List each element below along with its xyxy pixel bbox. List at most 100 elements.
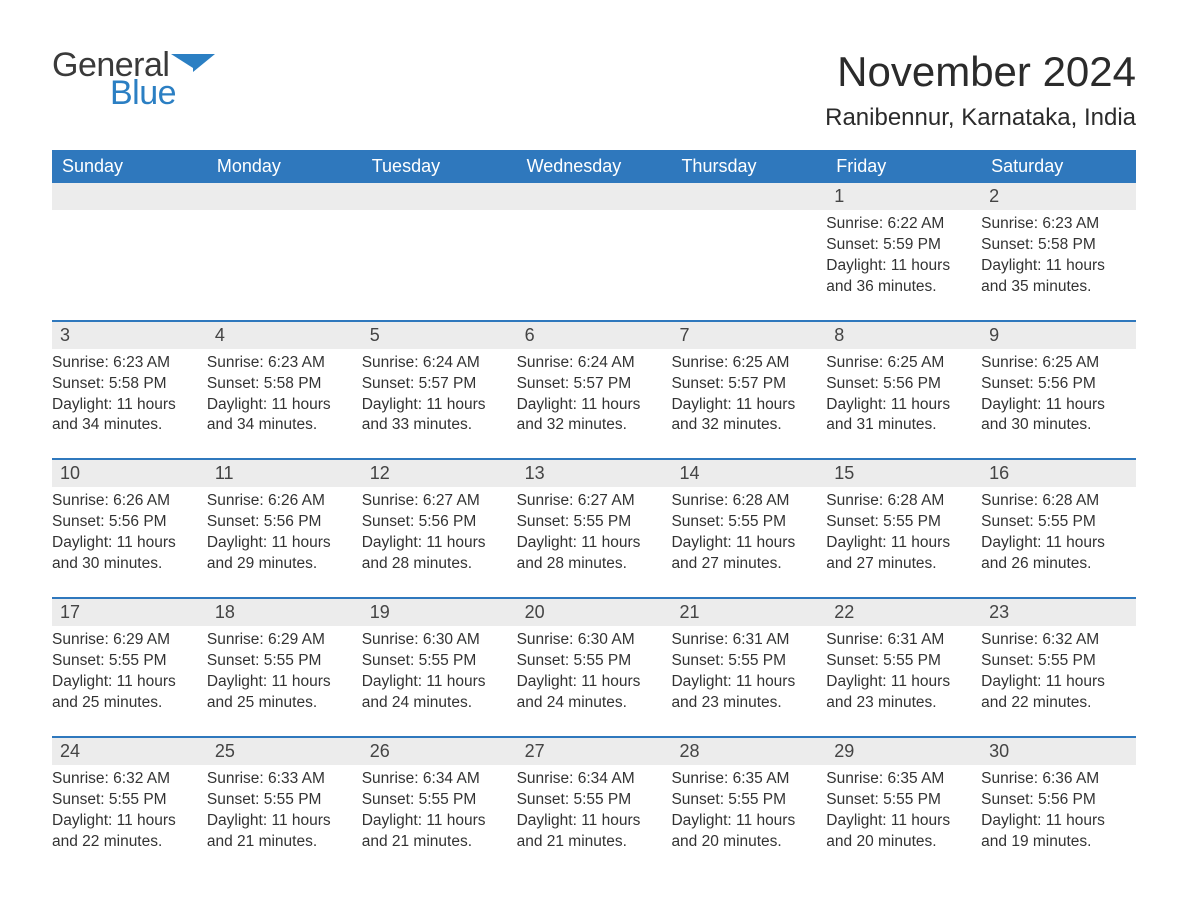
- day-number: 22: [826, 599, 981, 626]
- sunset-text: Sunset: 5:55 PM: [362, 651, 509, 672]
- day-cell: 27Sunrise: 6:34 AMSunset: 5:55 PMDayligh…: [517, 738, 672, 861]
- day-details: Sunrise: 6:31 AMSunset: 5:55 PMDaylight:…: [671, 626, 826, 722]
- sunrise-text: Sunrise: 6:32 AM: [52, 769, 199, 790]
- day-details: Sunrise: 6:29 AMSunset: 5:55 PMDaylight:…: [52, 626, 207, 722]
- sunrise-text: Sunrise: 6:25 AM: [981, 353, 1128, 374]
- daylight-text: Daylight: 11 hours and 19 minutes.: [981, 811, 1128, 853]
- day-number: 29: [826, 738, 981, 765]
- page-header: General Blue November 2024 Ranibennur, K…: [52, 48, 1136, 132]
- sunset-text: Sunset: 5:55 PM: [826, 512, 973, 533]
- day-number: 30: [981, 738, 1136, 765]
- logo: General Blue: [52, 48, 215, 110]
- sunset-text: Sunset: 5:59 PM: [826, 235, 973, 256]
- sunrise-text: Sunrise: 6:35 AM: [671, 769, 818, 790]
- sunrise-text: Sunrise: 6:23 AM: [207, 353, 354, 374]
- sunset-text: Sunset: 5:58 PM: [207, 374, 354, 395]
- weekday-header: Monday: [207, 150, 362, 183]
- day-number: 12: [362, 460, 517, 487]
- sunrise-text: Sunrise: 6:32 AM: [981, 630, 1128, 651]
- day-cell: 15Sunrise: 6:28 AMSunset: 5:55 PMDayligh…: [826, 460, 981, 583]
- day-number: 21: [671, 599, 826, 626]
- week-row: 3Sunrise: 6:23 AMSunset: 5:58 PMDaylight…: [52, 320, 1136, 445]
- week-row: 17Sunrise: 6:29 AMSunset: 5:55 PMDayligh…: [52, 597, 1136, 722]
- day-details: Sunrise: 6:25 AMSunset: 5:56 PMDaylight:…: [981, 349, 1136, 445]
- daylight-text: Daylight: 11 hours and 34 minutes.: [52, 395, 199, 437]
- day-details: Sunrise: 6:32 AMSunset: 5:55 PMDaylight:…: [52, 765, 207, 861]
- sunrise-text: Sunrise: 6:33 AM: [207, 769, 354, 790]
- daylight-text: Daylight: 11 hours and 27 minutes.: [671, 533, 818, 575]
- daylight-text: Daylight: 11 hours and 24 minutes.: [362, 672, 509, 714]
- sunset-text: Sunset: 5:55 PM: [52, 790, 199, 811]
- day-details: Sunrise: 6:25 AMSunset: 5:56 PMDaylight:…: [826, 349, 981, 445]
- day-details: Sunrise: 6:32 AMSunset: 5:55 PMDaylight:…: [981, 626, 1136, 722]
- day-number: 28: [671, 738, 826, 765]
- day-cell: 3Sunrise: 6:23 AMSunset: 5:58 PMDaylight…: [52, 322, 207, 445]
- day-details: Sunrise: 6:31 AMSunset: 5:55 PMDaylight:…: [826, 626, 981, 722]
- calendar: SundayMondayTuesdayWednesdayThursdayFrid…: [52, 150, 1136, 860]
- sunrise-text: Sunrise: 6:25 AM: [671, 353, 818, 374]
- daylight-text: Daylight: 11 hours and 24 minutes.: [517, 672, 664, 714]
- sunrise-text: Sunrise: 6:29 AM: [52, 630, 199, 651]
- day-number: 13: [517, 460, 672, 487]
- day-details: Sunrise: 6:28 AMSunset: 5:55 PMDaylight:…: [981, 487, 1136, 583]
- day-cell: 2Sunrise: 6:23 AMSunset: 5:58 PMDaylight…: [981, 183, 1136, 306]
- day-number: 15: [826, 460, 981, 487]
- day-number: 23: [981, 599, 1136, 626]
- day-number: 4: [207, 322, 362, 349]
- day-number: 5: [362, 322, 517, 349]
- daylight-text: Daylight: 11 hours and 28 minutes.: [517, 533, 664, 575]
- day-number: 7: [671, 322, 826, 349]
- sunset-text: Sunset: 5:55 PM: [981, 651, 1128, 672]
- sunset-text: Sunset: 5:55 PM: [517, 512, 664, 533]
- day-cell: 6Sunrise: 6:24 AMSunset: 5:57 PMDaylight…: [517, 322, 672, 445]
- sunrise-text: Sunrise: 6:24 AM: [362, 353, 509, 374]
- day-number: [671, 183, 826, 210]
- day-number: 2: [981, 183, 1136, 210]
- daylight-text: Daylight: 11 hours and 21 minutes.: [362, 811, 509, 853]
- day-cell: 23Sunrise: 6:32 AMSunset: 5:55 PMDayligh…: [981, 599, 1136, 722]
- day-cell: 4 Sunrise: 6:23 AMSunset: 5:58 PMDaylight…: [207, 322, 362, 445]
- daylight-text: Daylight: 11 hours and 20 minutes.: [826, 811, 973, 853]
- day-details: Sunrise: 6:26 AMSunset: 5:56 PMDaylight:…: [207, 487, 362, 583]
- daylight-text: Daylight: 11 hours and 31 minutes.: [826, 395, 973, 437]
- daylight-text: Daylight: 11 hours and 36 minutes.: [826, 256, 973, 298]
- day-details: Sunrise: 6:34 AMSunset: 5:55 PMDaylight:…: [362, 765, 517, 861]
- day-number: 27: [517, 738, 672, 765]
- day-number: 17: [52, 599, 207, 626]
- day-cell: 9Sunrise: 6:25 AMSunset: 5:56 PMDaylight…: [981, 322, 1136, 445]
- sunrise-text: Sunrise: 6:35 AM: [826, 769, 973, 790]
- day-details: Sunrise: 6:29 AMSunset: 5:55 PMDaylight:…: [207, 626, 362, 722]
- day-number: 1: [826, 183, 981, 210]
- daylight-text: Daylight: 11 hours and 21 minutes.: [517, 811, 664, 853]
- sunrise-text: Sunrise: 6:27 AM: [362, 491, 509, 512]
- sunset-text: Sunset: 5:55 PM: [52, 651, 199, 672]
- week-row: 24Sunrise: 6:32 AMSunset: 5:55 PMDayligh…: [52, 736, 1136, 861]
- daylight-text: Daylight: 11 hours and 30 minutes.: [52, 533, 199, 575]
- day-number: 3: [52, 322, 207, 349]
- sunrise-text: Sunrise: 6:25 AM: [826, 353, 973, 374]
- sunrise-text: Sunrise: 6:28 AM: [671, 491, 818, 512]
- day-number: 9: [981, 322, 1136, 349]
- sunset-text: Sunset: 5:56 PM: [981, 790, 1128, 811]
- daylight-text: Daylight: 11 hours and 25 minutes.: [207, 672, 354, 714]
- sunrise-text: Sunrise: 6:24 AM: [517, 353, 664, 374]
- sunset-text: Sunset: 5:58 PM: [52, 374, 199, 395]
- sunset-text: Sunset: 5:55 PM: [981, 512, 1128, 533]
- empty-cell: [52, 183, 207, 306]
- day-cell: 5Sunrise: 6:24 AMSunset: 5:57 PMDaylight…: [362, 322, 517, 445]
- day-details: Sunrise: 6:28 AMSunset: 5:55 PMDaylight:…: [826, 487, 981, 583]
- logo-text-blue: Blue: [110, 76, 215, 110]
- empty-cell: [207, 183, 362, 306]
- sunrise-text: Sunrise: 6:23 AM: [981, 214, 1128, 235]
- sunrise-text: Sunrise: 6:22 AM: [826, 214, 973, 235]
- day-number: 18: [207, 599, 362, 626]
- day-details: Sunrise: 6:30 AMSunset: 5:55 PMDaylight:…: [362, 626, 517, 722]
- day-cell: 13Sunrise: 6:27 AMSunset: 5:55 PMDayligh…: [517, 460, 672, 583]
- daylight-text: Daylight: 11 hours and 34 minutes.: [207, 395, 354, 437]
- day-number: 24: [52, 738, 207, 765]
- sunset-text: Sunset: 5:55 PM: [671, 790, 818, 811]
- day-cell: 18Sunrise: 6:29 AMSunset: 5:55 PMDayligh…: [207, 599, 362, 722]
- day-number: 11: [207, 460, 362, 487]
- day-cell: 7Sunrise: 6:25 AMSunset: 5:57 PMDaylight…: [671, 322, 826, 445]
- day-cell: 12Sunrise: 6:27 AMSunset: 5:56 PMDayligh…: [362, 460, 517, 583]
